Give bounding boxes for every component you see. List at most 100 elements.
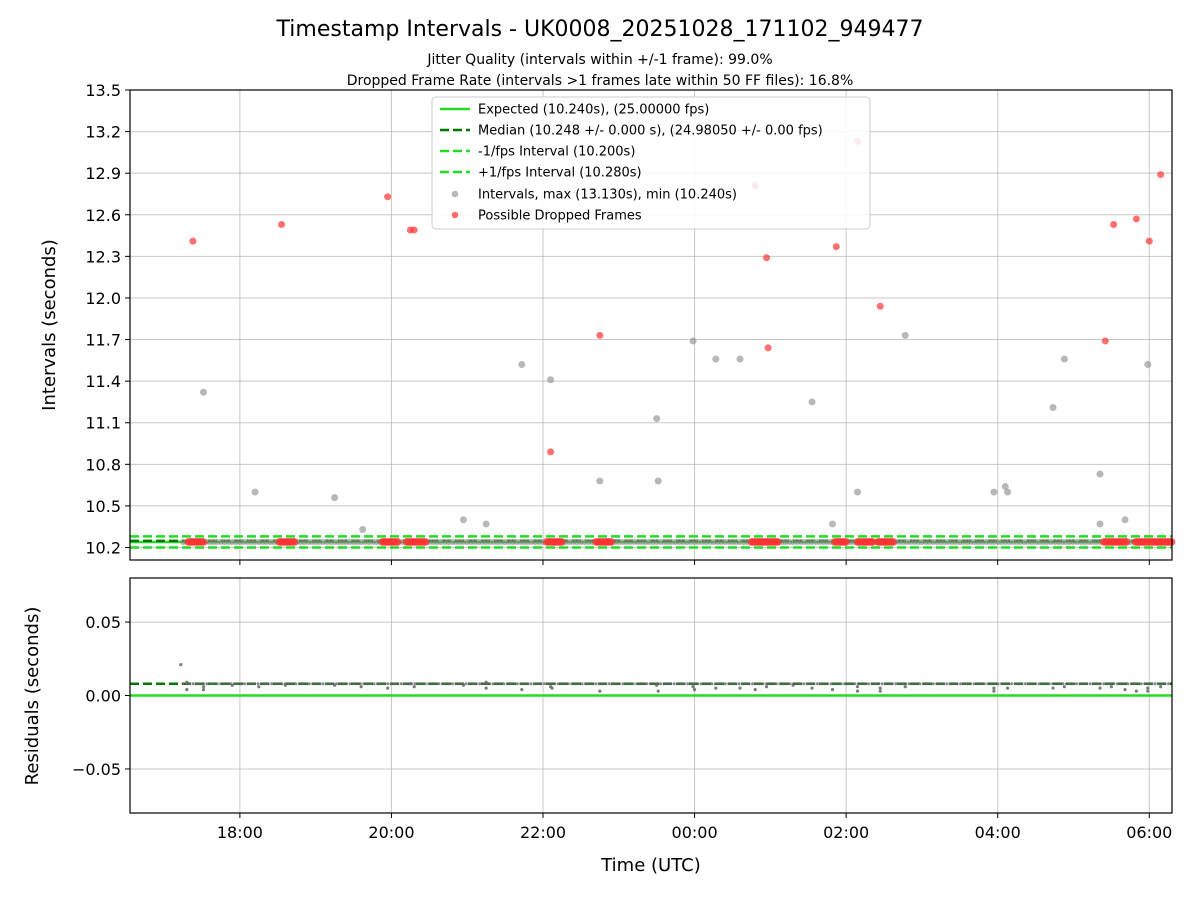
residual-baseline-point <box>294 682 298 686</box>
residual-baseline-point <box>577 682 581 686</box>
residual-baseline-point <box>307 682 311 686</box>
residual-baseline-point <box>225 682 229 686</box>
residual-baseline-point <box>1160 682 1164 686</box>
interval-point <box>901 331 909 339</box>
residual-baseline-point <box>887 682 891 686</box>
residual-baseline-point <box>614 682 618 686</box>
residual-baseline-point <box>1119 682 1123 686</box>
residual-baseline-point <box>638 682 642 686</box>
residual-baseline-point <box>846 682 850 686</box>
residual-baseline-point <box>1112 682 1116 686</box>
legend-entry-minus-fps: -1/fps Interval (10.200s) <box>478 145 635 160</box>
interval-point <box>854 488 862 496</box>
dropped-frame-baseline-point <box>290 538 299 546</box>
residual-baseline-point <box>457 682 461 686</box>
residual-baseline-point <box>236 682 240 686</box>
residual-baseline-point <box>1088 682 1092 686</box>
residual-baseline-point <box>450 682 454 686</box>
residual-baseline-point <box>703 682 707 686</box>
residual-baseline-point <box>403 682 407 686</box>
top-y-tick-label: 12.0 <box>85 289 121 308</box>
legend-entry-dropped: Possible Dropped Frames <box>478 209 642 224</box>
residual-baseline-point <box>696 682 700 686</box>
residual-baseline-point <box>447 682 451 686</box>
top-panel-ticks: 10.2 10.5 10.8 11.1 11.4 11.7 12.0 12.3 12.6 12.9… <box>85 81 1150 565</box>
residual-baseline-point <box>341 682 345 686</box>
residual-baseline-point <box>239 682 243 686</box>
residual-baseline-point <box>1143 682 1147 686</box>
residual-baseline-point <box>901 682 905 686</box>
interval-point <box>653 415 661 423</box>
residual-point <box>1051 686 1055 690</box>
residual-baseline-point <box>795 682 799 686</box>
residual-baseline-point <box>317 682 321 686</box>
residual-baseline-point <box>338 682 342 686</box>
residual-baseline-point <box>1010 682 1014 686</box>
residual-baseline-point <box>948 682 952 686</box>
bottom-y-tick-label: −0.05 <box>72 760 121 779</box>
residual-baseline-point <box>757 682 761 686</box>
dropped-frame-point <box>876 302 884 310</box>
residual-baseline-point <box>502 682 506 686</box>
residual-baseline-point <box>454 682 458 686</box>
dropped-frame-point <box>410 226 418 234</box>
residual-baseline-point <box>508 682 512 686</box>
residual-baseline-point <box>1054 682 1058 686</box>
residual-baseline-point <box>311 682 315 686</box>
residual-baseline-point <box>1139 682 1143 686</box>
residual-baseline-point <box>423 682 427 686</box>
residual-baseline-point <box>648 682 652 686</box>
residual-baseline-point <box>440 682 444 686</box>
residual-baseline-point <box>669 682 673 686</box>
bottom-y-tick-label: 0.05 <box>85 613 121 632</box>
residual-baseline-point <box>877 682 881 686</box>
residual-baseline-point <box>570 682 574 686</box>
residual-baseline-point <box>1098 682 1102 686</box>
interval-point <box>596 477 604 485</box>
residual-baseline-point <box>621 682 625 686</box>
residual-point <box>655 683 659 687</box>
top-y-tick-label: 11.4 <box>85 372 121 391</box>
residual-baseline-point <box>853 682 857 686</box>
residual-baseline-point <box>1075 682 1079 686</box>
residual-baseline-point <box>1006 682 1010 686</box>
residual-baseline-point <box>744 682 748 686</box>
residual-baseline-point <box>1020 682 1024 686</box>
residual-baseline-point <box>778 682 782 686</box>
residual-baseline-point <box>682 682 686 686</box>
residual-baseline-point <box>246 682 250 686</box>
residual-point <box>1062 685 1066 689</box>
residual-baseline-point <box>188 682 192 686</box>
interval-point <box>547 376 555 384</box>
residual-baseline-point <box>566 682 570 686</box>
residual-baseline-point <box>969 682 973 686</box>
residual-baseline-point <box>369 682 373 686</box>
residual-baseline-point <box>563 682 567 686</box>
residual-baseline-point <box>938 682 942 686</box>
residual-baseline-point <box>890 682 894 686</box>
residual-baseline-point <box>989 682 993 686</box>
residual-baseline-point <box>952 682 956 686</box>
residual-baseline-point <box>829 682 833 686</box>
top-y-tick-label: 11.1 <box>85 414 121 433</box>
residual-baseline-point <box>1027 682 1031 686</box>
residual-baseline-point <box>1132 682 1136 686</box>
bottom-panel-ticks: 18:00 20:00 22:00 00:00 02:00 04:00 06:00 −0.05… <box>72 613 1172 842</box>
residual-baseline-point <box>863 682 867 686</box>
residual-baseline-point <box>219 682 223 686</box>
x-tick-label: 02:00 <box>823 823 869 842</box>
residual-baseline-point <box>474 682 478 686</box>
legend-box <box>431 96 871 230</box>
residual-baseline-point <box>290 682 294 686</box>
residual-point <box>1109 685 1113 689</box>
residual-baseline-point <box>672 682 676 686</box>
top-y-tick-label: 11.7 <box>85 331 121 350</box>
residual-baseline-point <box>686 682 690 686</box>
dropped-frame-point <box>1101 337 1109 345</box>
residual-baseline-point <box>539 682 543 686</box>
residual-baseline-point <box>716 682 720 686</box>
residual-baseline-point <box>522 682 526 686</box>
residual-baseline-point <box>416 682 420 686</box>
dropped-frame-point <box>547 448 555 456</box>
x-tick-label: 06:00 <box>1126 823 1172 842</box>
